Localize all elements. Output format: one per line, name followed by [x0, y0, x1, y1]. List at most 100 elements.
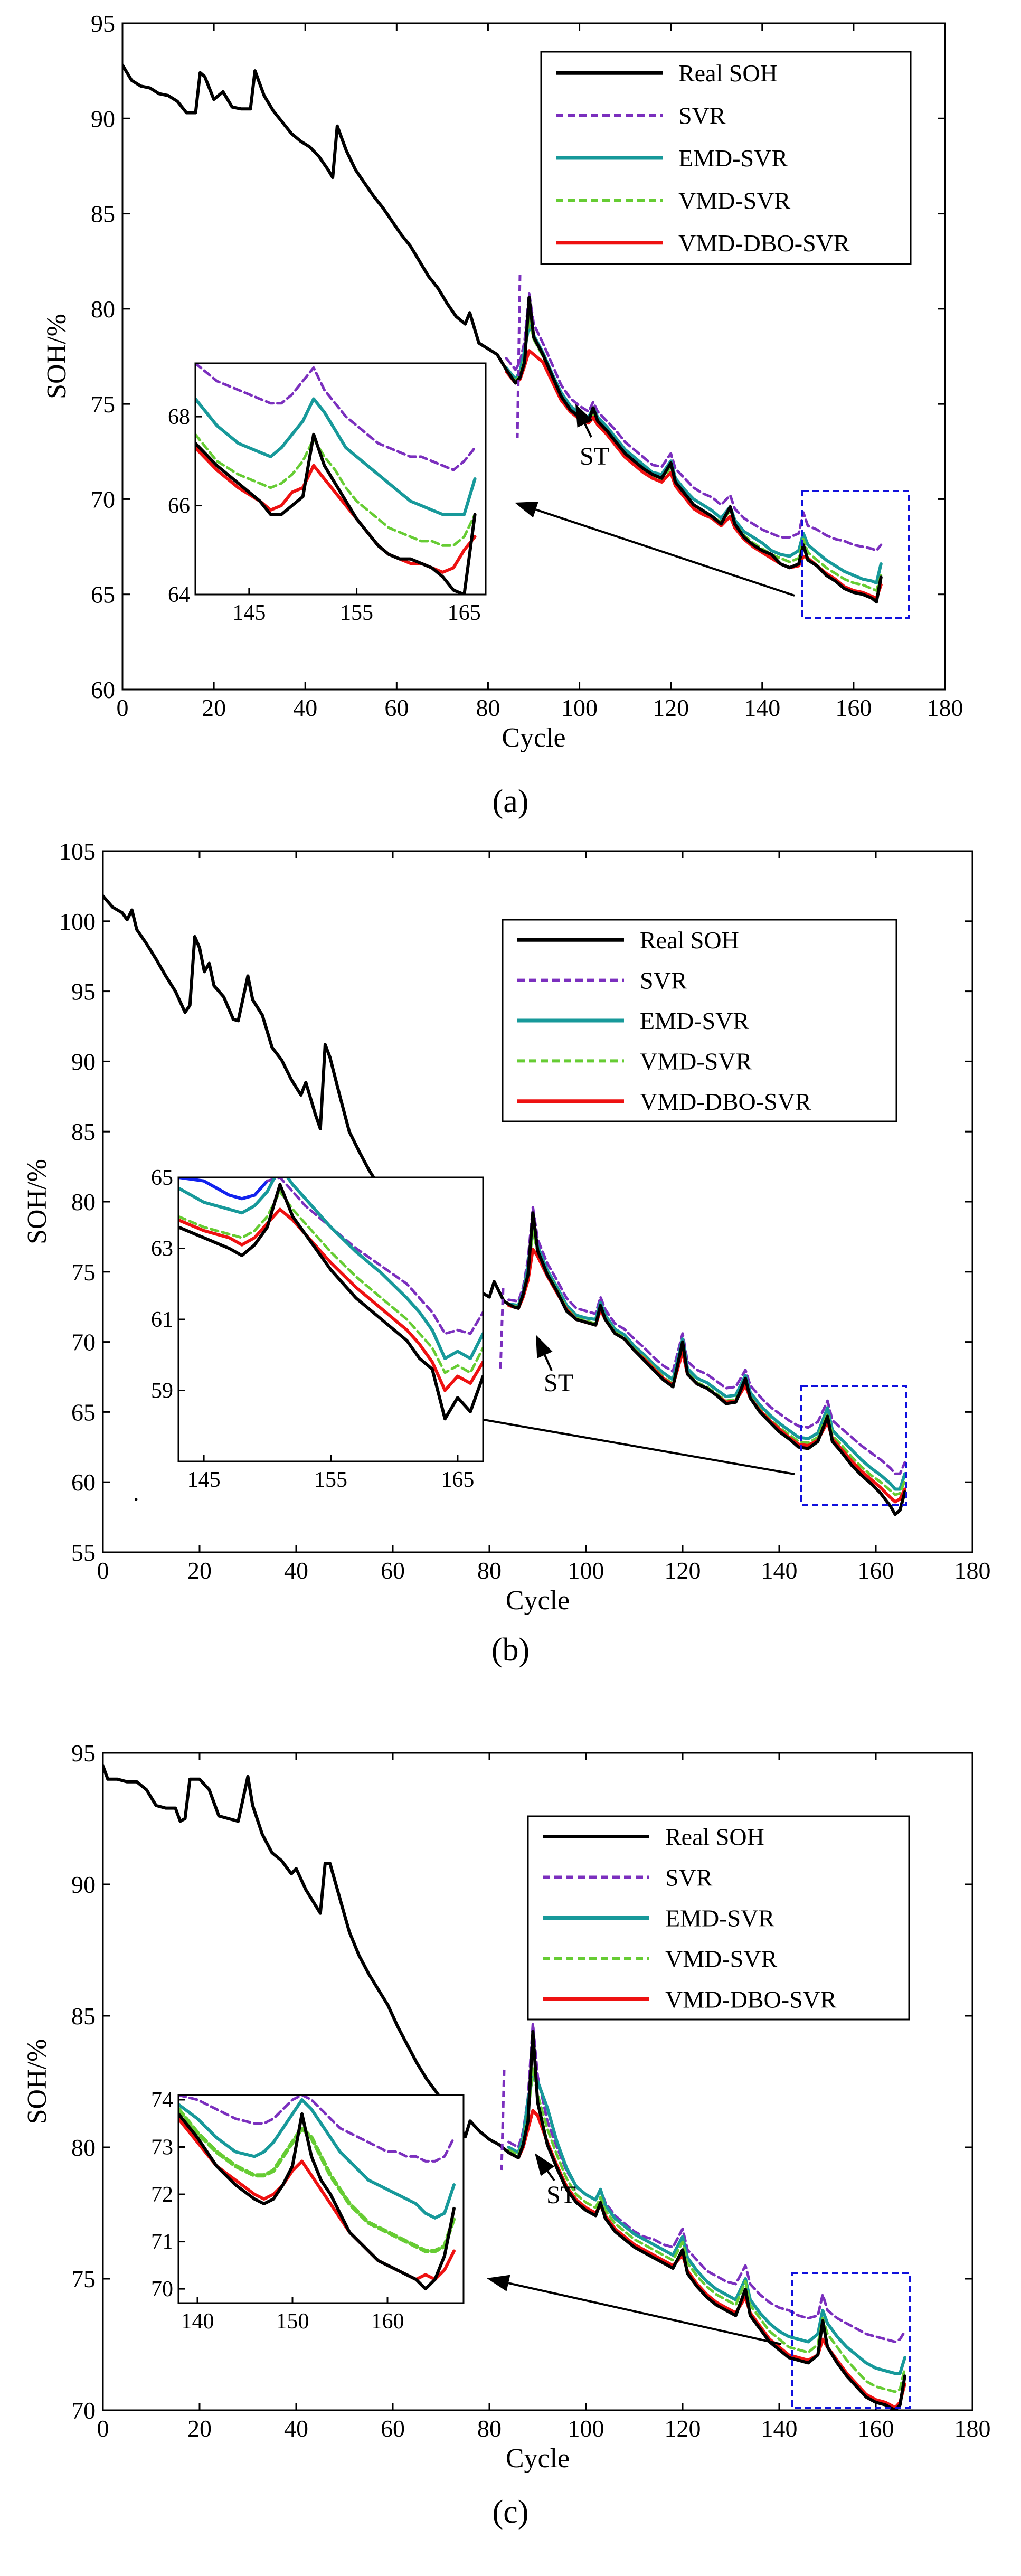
zoom-arrow-shaft: [508, 2282, 782, 2345]
zoom-frame: [177, 2094, 465, 2304]
x-tick-label: 80: [476, 694, 500, 721]
zoom-region-box: [800, 1385, 907, 1506]
zoom-series-vmd: [178, 2107, 456, 2253]
zoom-y-tick-label: 74: [151, 2088, 173, 2112]
zoom-y-tick-label: 72: [151, 2183, 173, 2207]
zoom-arrow-head: [515, 502, 538, 518]
y-tick-label: 70: [91, 486, 115, 513]
legend-label-svr: SVR: [665, 1864, 713, 1891]
legend: Real SOH SVR EMD-SVR VMD-SVR VMD-DBO-SVR: [502, 919, 897, 1122]
y-tick-label: 70: [71, 1329, 96, 1356]
zoom-series-svr: [195, 363, 477, 471]
y-tick-label: 90: [71, 1871, 96, 1898]
st-arrow-shaft: [584, 423, 592, 438]
zoom-series-vmd: [195, 433, 477, 547]
zoom-x-tick-label: 155: [340, 601, 373, 625]
zoom-inset: 145 155 165 64 66 68: [168, 362, 487, 625]
series-line-svr: [505, 292, 883, 552]
legend-label-svr: SVR: [640, 967, 687, 994]
legend-label-vmd: VMD-SVR: [678, 187, 790, 214]
x-tick-label: 140: [744, 694, 780, 721]
zoom-x-tick-label: 150: [276, 2309, 309, 2334]
subplot-label: (c): [493, 2494, 529, 2530]
y-tick-label: 80: [71, 2134, 96, 2161]
zoom-y-tick-label: 66: [168, 494, 190, 518]
series-line-real: [122, 63, 883, 604]
y-tick-label: 105: [59, 838, 96, 865]
zoom-x-tick-label: 140: [181, 2309, 214, 2334]
x-axis-label: Cycle: [506, 2443, 570, 2474]
zoom-series-dbo: [178, 1207, 483, 1392]
zoom-y-tick-label: 63: [151, 1237, 173, 1261]
x-tick-label: 60: [381, 2415, 405, 2442]
legend-label-emd: EMD-SVR: [665, 1905, 774, 1932]
st-arrow-shaft: [544, 1354, 553, 1371]
y-tick-label: 85: [71, 2003, 96, 2030]
zoom-y-tick-label: 59: [151, 1379, 173, 1403]
x-tick-label: 40: [284, 2415, 308, 2442]
zoom-y-tick-label: 65: [151, 1166, 173, 1190]
series-line-real: [103, 894, 906, 1516]
x-tick-label: 20: [187, 1557, 212, 1584]
y-tick-label: 65: [71, 1399, 96, 1426]
y-tick-label: 80: [71, 1188, 96, 1215]
x-tick-label: 100: [568, 2415, 604, 2442]
zoom-series-svr: [266, 1177, 483, 1335]
zoom-series-vmd: [178, 1190, 483, 1374]
series-line-svr: [507, 1206, 906, 1475]
y-tick-label: 85: [71, 1118, 96, 1145]
legend: Real SOH SVR EMD-SVR VMD-SVR VMD-DBO-SVR: [540, 51, 912, 265]
y-tick-label: 95: [71, 978, 96, 1005]
legend-label-dbo: VMD-DBO-SVR: [640, 1088, 811, 1115]
zoom-series-real: [178, 1183, 483, 1421]
y-tick-label: 95: [91, 10, 115, 37]
zoom-series-emd: [195, 397, 477, 516]
x-tick-label: 0: [97, 1557, 109, 1584]
legend-label-dbo: VMD-DBO-SVR: [678, 230, 850, 257]
zoom-arrow-shaft: [535, 508, 795, 597]
subplot-label: (a): [493, 784, 529, 819]
x-tick-label: 0: [117, 694, 129, 721]
zoom-y-tick-label: 73: [151, 2136, 173, 2160]
x-tick-label: 140: [761, 1557, 798, 1584]
x-tick-label: 40: [293, 694, 317, 721]
legend-label-real: Real SOH: [640, 927, 739, 954]
zoom-x-tick-label: 145: [232, 601, 266, 625]
st-marker-line: [499, 1288, 505, 1371]
chart-panel-2: 0 20 40 60 80 100 120 140 160 180 55 60 65 70 75 80 85 90…: [22, 838, 991, 1616]
zoom-region-box: [801, 490, 910, 619]
y-tick-label: 70: [71, 2397, 96, 2424]
x-tick-label: 80: [477, 1557, 502, 1584]
x-tick-label: 180: [954, 1557, 991, 1584]
series-line-dbo: [507, 2109, 906, 2409]
x-tick-label: 120: [665, 1557, 701, 1584]
subplot-label: (b): [491, 1632, 530, 1668]
zoom-x-tick-label: 165: [441, 1468, 474, 1492]
st-arrow-head: [535, 2153, 555, 2176]
y-tick-label: 90: [91, 105, 115, 132]
stray-mark: .: [133, 1479, 139, 1506]
plot-frame: [102, 1752, 973, 2411]
zoom-arrow-shaft: [478, 1418, 795, 1475]
st-arrow-head: [536, 1335, 553, 1358]
y-tick-label: 65: [91, 581, 115, 608]
x-tick-label: 60: [381, 1557, 405, 1584]
y-axis-label: SOH/%: [22, 2039, 52, 2125]
y-tick-label: 90: [71, 1048, 96, 1075]
y-tick-label: 95: [71, 1740, 96, 1767]
zoom-series-svr: [178, 2095, 456, 2163]
zoom-series-real: [195, 432, 477, 595]
zoom-series-emd: [178, 2098, 456, 2220]
x-tick-label: 100: [561, 694, 598, 721]
legend-label-real: Real SOH: [665, 1824, 764, 1851]
x-tick-label: 100: [568, 1557, 604, 1584]
zoom-x-tick-label: 145: [187, 1468, 221, 1492]
st-marker-line: [500, 2069, 506, 2171]
st-label: ST: [544, 1369, 573, 1397]
zoom-y-tick-label: 70: [151, 2277, 173, 2301]
y-tick-label: 75: [71, 2266, 96, 2292]
legend-label-emd: EMD-SVR: [640, 1007, 749, 1034]
legend-label-dbo: VMD-DBO-SVR: [665, 1986, 837, 2013]
x-axis-label: Cycle: [502, 723, 565, 753]
x-tick-label: 0: [97, 2415, 109, 2442]
